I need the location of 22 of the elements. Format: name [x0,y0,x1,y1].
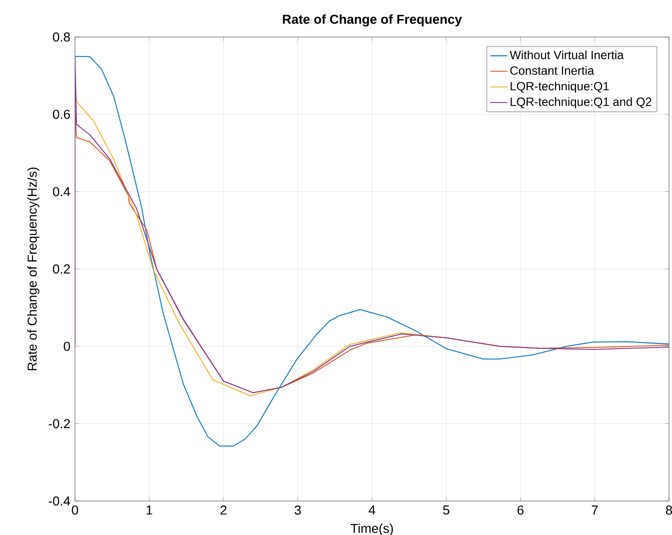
y-tick-label: 0 [64,342,70,351]
legend-label: LQR-technique:Q1 [510,82,609,93]
x-tick-label: 5 [443,506,450,515]
y-axis-title: Rate of Change of Frequency(Hz/s) [27,168,40,370]
chart-title: Rate of Change of Frequency [282,14,462,26]
legend-label: Without Virtual Inertia [510,50,624,60]
y-tick-label: -0.2 [48,419,70,428]
x-tick-label: 7 [592,506,598,514]
y-tick-label: 0.6 [52,110,70,119]
y-tick-label: 0.8 [52,32,70,42]
y-tick-label: -0.4 [48,496,70,506]
legend-label: LQR-technique:Q1 and Q2 [510,97,652,108]
y-tick-label: 0.2 [52,264,70,274]
x-tick-label: 3 [294,506,301,515]
y-tick-label: 0.4 [52,187,70,196]
x-tick-label: 1 [146,506,152,514]
x-tick-label: 0 [72,506,78,515]
x-tick-label: 8 [666,506,672,515]
x-tick-label: 4 [368,506,376,514]
x-tick-label: 6 [518,506,524,515]
x-tick-label: 2 [220,506,226,515]
legend-label: Constant Inertia [510,66,594,75]
